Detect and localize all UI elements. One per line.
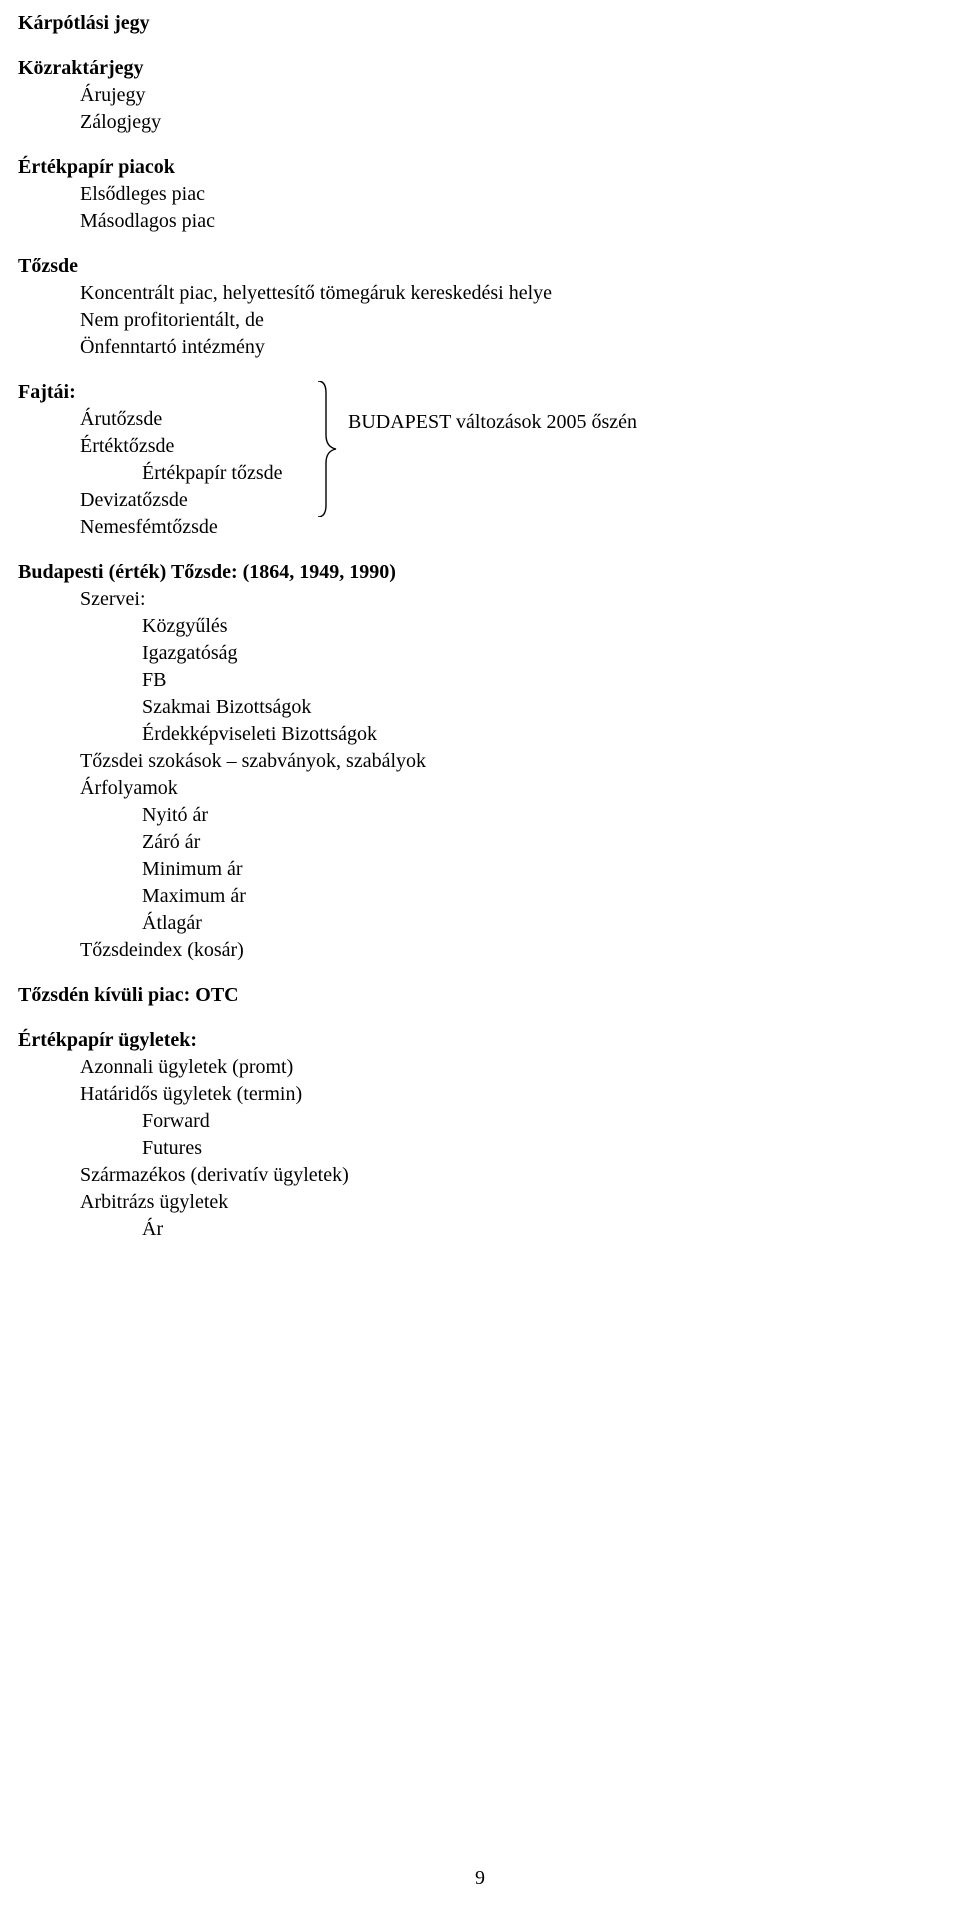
item-tozsdeindex: Tőzsdeindex (kosár) — [80, 937, 950, 964]
heading-fajtai: Fajtái: — [18, 379, 950, 406]
item-onfenntarto: Önfenntartó intézmény — [80, 334, 950, 361]
curly-brace-icon — [316, 381, 338, 489]
item-szarmazekos: Származékos (derivatív ügyletek) — [80, 1162, 950, 1189]
item-fb: FB — [142, 667, 950, 694]
item-minimum-ar: Minimum ár — [142, 856, 950, 883]
item-arujegy: Árujegy — [80, 82, 950, 109]
item-ertekpapir-tozsde: Értékpapír tőzsde — [142, 460, 950, 487]
item-nemesfemtozsde: Nemesfémtőzsde — [80, 514, 950, 541]
heading-ertekpapir-ugyletek: Értékpapír ügyletek: — [18, 1027, 950, 1054]
heading-budapesti-tozsde: Budapesti (érték) Tőzsde: (1864, 1949, 1… — [18, 559, 950, 586]
item-masodlagos-piac: Másodlagos piac — [80, 208, 950, 235]
item-maximum-ar: Maximum ár — [142, 883, 950, 910]
subheading-arfolyamok: Árfolyamok — [80, 775, 950, 802]
item-azonnali: Azonnali ügyletek (promt) — [80, 1054, 950, 1081]
heading-tozsde: Tőzsde — [18, 253, 950, 280]
heading-kozraktarjegy: Közraktárjegy — [18, 55, 950, 82]
item-arbitrazs: Arbitrázs ügyletek — [80, 1189, 950, 1216]
item-szakmai-bizottsagok: Szakmai Bizottságok — [142, 694, 950, 721]
item-elsodleges-piac: Elsődleges piac — [80, 181, 950, 208]
item-ar: Ár — [142, 1216, 950, 1243]
item-futures: Futures — [142, 1135, 950, 1162]
item-atlagar: Átlagár — [142, 910, 950, 937]
heading-karpotlasi: Kárpótlási jegy — [18, 10, 950, 37]
heading-otc: Tőzsdén kívüli piac: OTC — [18, 982, 950, 1009]
item-zaro-ar: Záró ár — [142, 829, 950, 856]
item-nyito-ar: Nyitó ár — [142, 802, 950, 829]
item-zalogjegy: Zálogjegy — [80, 109, 950, 136]
item-erdekkepviseleti: Érdekképviseleti Bizottságok — [142, 721, 950, 748]
heading-ertekpapir-piacok: Értékpapír piacok — [18, 154, 950, 181]
item-hataridos: Határidős ügyletek (termin) — [80, 1081, 950, 1108]
brace-label-budapest: BUDAPEST változások 2005 őszén — [348, 409, 637, 436]
item-igazgatosag: Igazgatóság — [142, 640, 950, 667]
item-forward: Forward — [142, 1108, 950, 1135]
item-devizatozsde: Devizatőzsde — [80, 487, 950, 514]
subheading-szervei: Szervei: — [80, 586, 950, 613]
item-tozsdei-szokasok: Tőzsdei szokások – szabványok, szabályok — [80, 748, 950, 775]
item-ertektozsde: Értéktőzsde — [80, 433, 950, 460]
item-koncentralt: Koncentrált piac, helyettesítő tömegáruk… — [80, 280, 950, 307]
item-kozgyules: Közgyűlés — [142, 613, 950, 640]
item-nem-profit: Nem profitorientált, de — [80, 307, 950, 334]
page-number: 9 — [0, 1865, 960, 1892]
